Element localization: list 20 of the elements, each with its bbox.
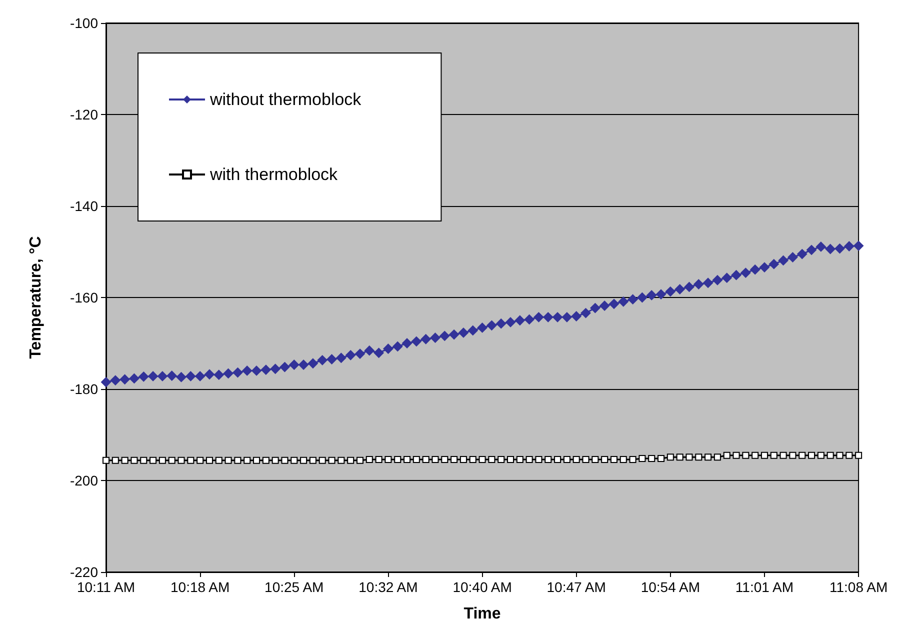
y-tick-label: -180 (70, 381, 98, 397)
x-tick-label: 10:11 AM (76, 579, 136, 595)
y-tick-label: -200 (70, 472, 98, 488)
y-tick-label: -220 (70, 564, 98, 580)
y-tick-label: -140 (70, 198, 98, 214)
x-tick-label: 10:18 AM (170, 579, 230, 595)
y-tick-label: -100 (70, 15, 98, 31)
legend-label: without thermoblock (209, 90, 362, 109)
x-tick-label: 11:08 AM (829, 579, 888, 595)
y-tick-label: -120 (70, 106, 98, 122)
x-tick-label: 10:47 AM (546, 579, 606, 595)
x-tick-label: 10:25 AM (264, 579, 324, 595)
legend-label: with thermoblock (209, 165, 338, 184)
x-tick-label: 10:32 AM (358, 579, 418, 595)
x-axis-title: Time (464, 606, 501, 622)
x-tick-label: 10:54 AM (640, 579, 700, 595)
y-tick-label: -160 (70, 290, 98, 306)
x-tick-label: 11:01 AM (735, 579, 794, 595)
x-tick-label: 10:40 AM (452, 579, 512, 595)
y-axis-title: Temperature, °C (28, 236, 44, 359)
